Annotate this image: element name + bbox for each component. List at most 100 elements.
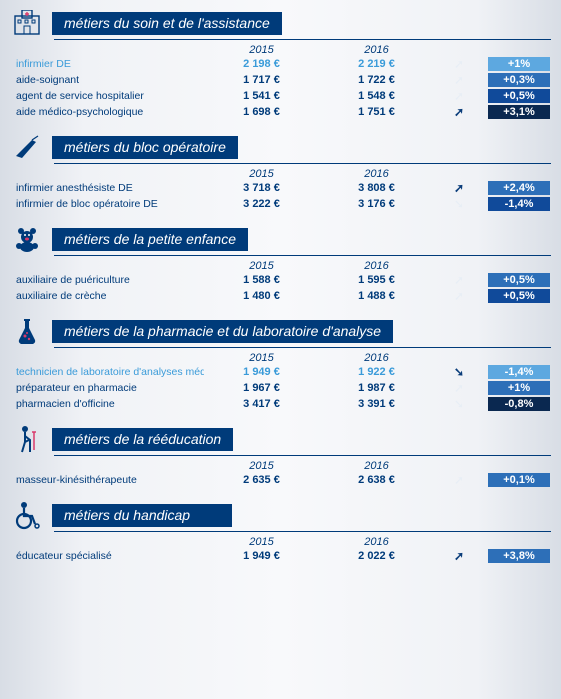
value-2015: 1 541 € [204,90,319,102]
change-badge: +0,5% [488,289,550,303]
value-2015: 1 967 € [204,382,319,394]
table-row: aide médico-psychologique1 698 €1 751 €➚… [10,104,551,120]
section-title: métiers du bloc opératoire [52,136,238,159]
value-2016: 1 488 € [319,290,434,302]
section-5: métiers du handicap 20152016 éducateur spé… [10,500,551,564]
value-2016: 3 391 € [319,398,434,410]
arrow-up-icon: ➚ [434,73,484,87]
value-2015: 1 480 € [204,290,319,302]
table-row: technicien de laboratoire d'analyses méd… [10,364,551,380]
title-underline [54,455,551,456]
title-underline [54,39,551,40]
table-row: masseur-kinésithérapeute2 635 €2 638 €➚+… [10,472,551,488]
value-2015: 3 718 € [204,182,319,194]
change-badge: -1,4% [488,197,550,211]
table-row: infirmier de bloc opératoire DE3 222 €3 … [10,196,551,212]
value-2015: 1 717 € [204,74,319,86]
title-underline [54,255,551,256]
arrow-up-icon: ➚ [434,89,484,103]
section-0: métiers du soin et de l'assistance 201520… [10,8,551,120]
year-header: 20152016 [10,260,551,272]
job-name: aide médico-psychologique [10,106,204,118]
change-badge: +2,4% [488,181,550,195]
teddy-icon [10,224,44,254]
value-2015: 3 417 € [204,398,319,410]
table-row: pharmacien d'officine3 417 €3 391 €➘-0,8… [10,396,551,412]
value-2015: 2 198 € [204,58,319,70]
change-badge: +0,5% [488,273,550,287]
job-name: infirmier DE [10,58,204,70]
job-name: agent de service hospitalier [10,90,204,102]
table-row: aide-soignant1 717 €1 722 €➚ +0,3% [10,72,551,88]
value-2016: 1 751 € [319,106,434,118]
title-underline [54,163,551,164]
year-2016: 2016 [319,352,434,364]
change-badge: +0,1% [488,473,550,487]
crutch-icon [10,424,44,454]
section-header: métiers du handicap [10,500,551,530]
section-header: métiers de la rééducation [10,424,551,454]
section-1: métiers du bloc opératoire20152016infirm… [10,132,551,212]
year-2015: 2015 [204,536,319,548]
section-header: métiers du bloc opératoire [10,132,551,162]
year-header: 20152016 [10,536,551,548]
hospital-icon [10,8,44,38]
job-name: masseur-kinésithérapeute [10,474,204,486]
value-2016: 2 022 € [319,550,434,562]
job-name: éducateur spécialisé [10,550,204,562]
change-badge: +3,8% [488,549,550,563]
job-name: aide-soignant [10,74,204,86]
section-2: métiers de la petite enfance 20152016 auxi… [10,224,551,304]
section-header: métiers de la petite enfance [10,224,551,254]
value-2016: 1 595 € [319,274,434,286]
table-row: auxiliaire de crèche1 480 €1 488 €➚+0,5% [10,288,551,304]
arrow-up-icon: ➚ [434,105,484,119]
job-name: auxiliaire de puériculture [10,274,204,286]
value-2016: 3 176 € [319,198,434,210]
change-badge: +0,5% [488,89,550,103]
job-name: infirmier de bloc opératoire DE [10,198,204,210]
year-header: 20152016 [10,352,551,364]
section-header: métiers du soin et de l'assistance [10,8,551,38]
year-2015: 2015 [204,44,319,56]
section-header: métiers de la pharmacie et du laboratoir… [10,316,551,346]
arrow-down-icon: ➘ [434,365,484,379]
job-name: pharmacien d'officine [10,398,204,410]
value-2016: 3 808 € [319,182,434,194]
arrow-up-icon: ➚ [434,473,484,487]
change-badge: +1% [488,381,550,395]
value-2015: 1 698 € [204,106,319,118]
value-2016: 1 922 € [319,366,434,378]
value-2015: 1 588 € [204,274,319,286]
year-2016: 2016 [319,536,434,548]
wheelchair-icon [10,500,44,530]
section-3: métiers de la pharmacie et du laboratoir… [10,316,551,412]
year-2015: 2015 [204,352,319,364]
year-2016: 2016 [319,460,434,472]
value-2016: 2 219 € [319,58,434,70]
arrow-up-icon: ➚ [434,57,484,71]
job-name: infirmier anesthésiste DE [10,182,204,194]
arrow-up-icon: ➚ [434,549,484,563]
arrow-down-icon: ➘ [434,397,484,411]
value-2016: 1 548 € [319,90,434,102]
year-header: 20152016 [10,460,551,472]
job-name: technicien de laboratoire d'analyses méd… [10,366,204,378]
title-underline [54,347,551,348]
section-title: métiers du handicap [52,504,232,527]
change-badge: +0,3% [488,73,550,87]
job-name: auxiliaire de crèche [10,290,204,302]
section-title: métiers de la rééducation [52,428,233,451]
year-2016: 2016 [319,260,434,272]
table-row: infirmier DE2 198 €2 219 €➚+1% [10,56,551,72]
arrow-up-icon: ➚ [434,273,484,287]
year-header: 20152016 [10,44,551,56]
value-2016: 2 638 € [319,474,434,486]
section-title: métiers du soin et de l'assistance [52,12,282,35]
flask-icon [10,316,44,346]
arrow-up-icon: ➚ [434,181,484,195]
table-row: préparateur en pharmacie1 967 €1 987 €➚+… [10,380,551,396]
value-2016: 1 722 € [319,74,434,86]
table-row: agent de service hospitalier1 541 €1 548… [10,88,551,104]
year-2016: 2016 [319,44,434,56]
